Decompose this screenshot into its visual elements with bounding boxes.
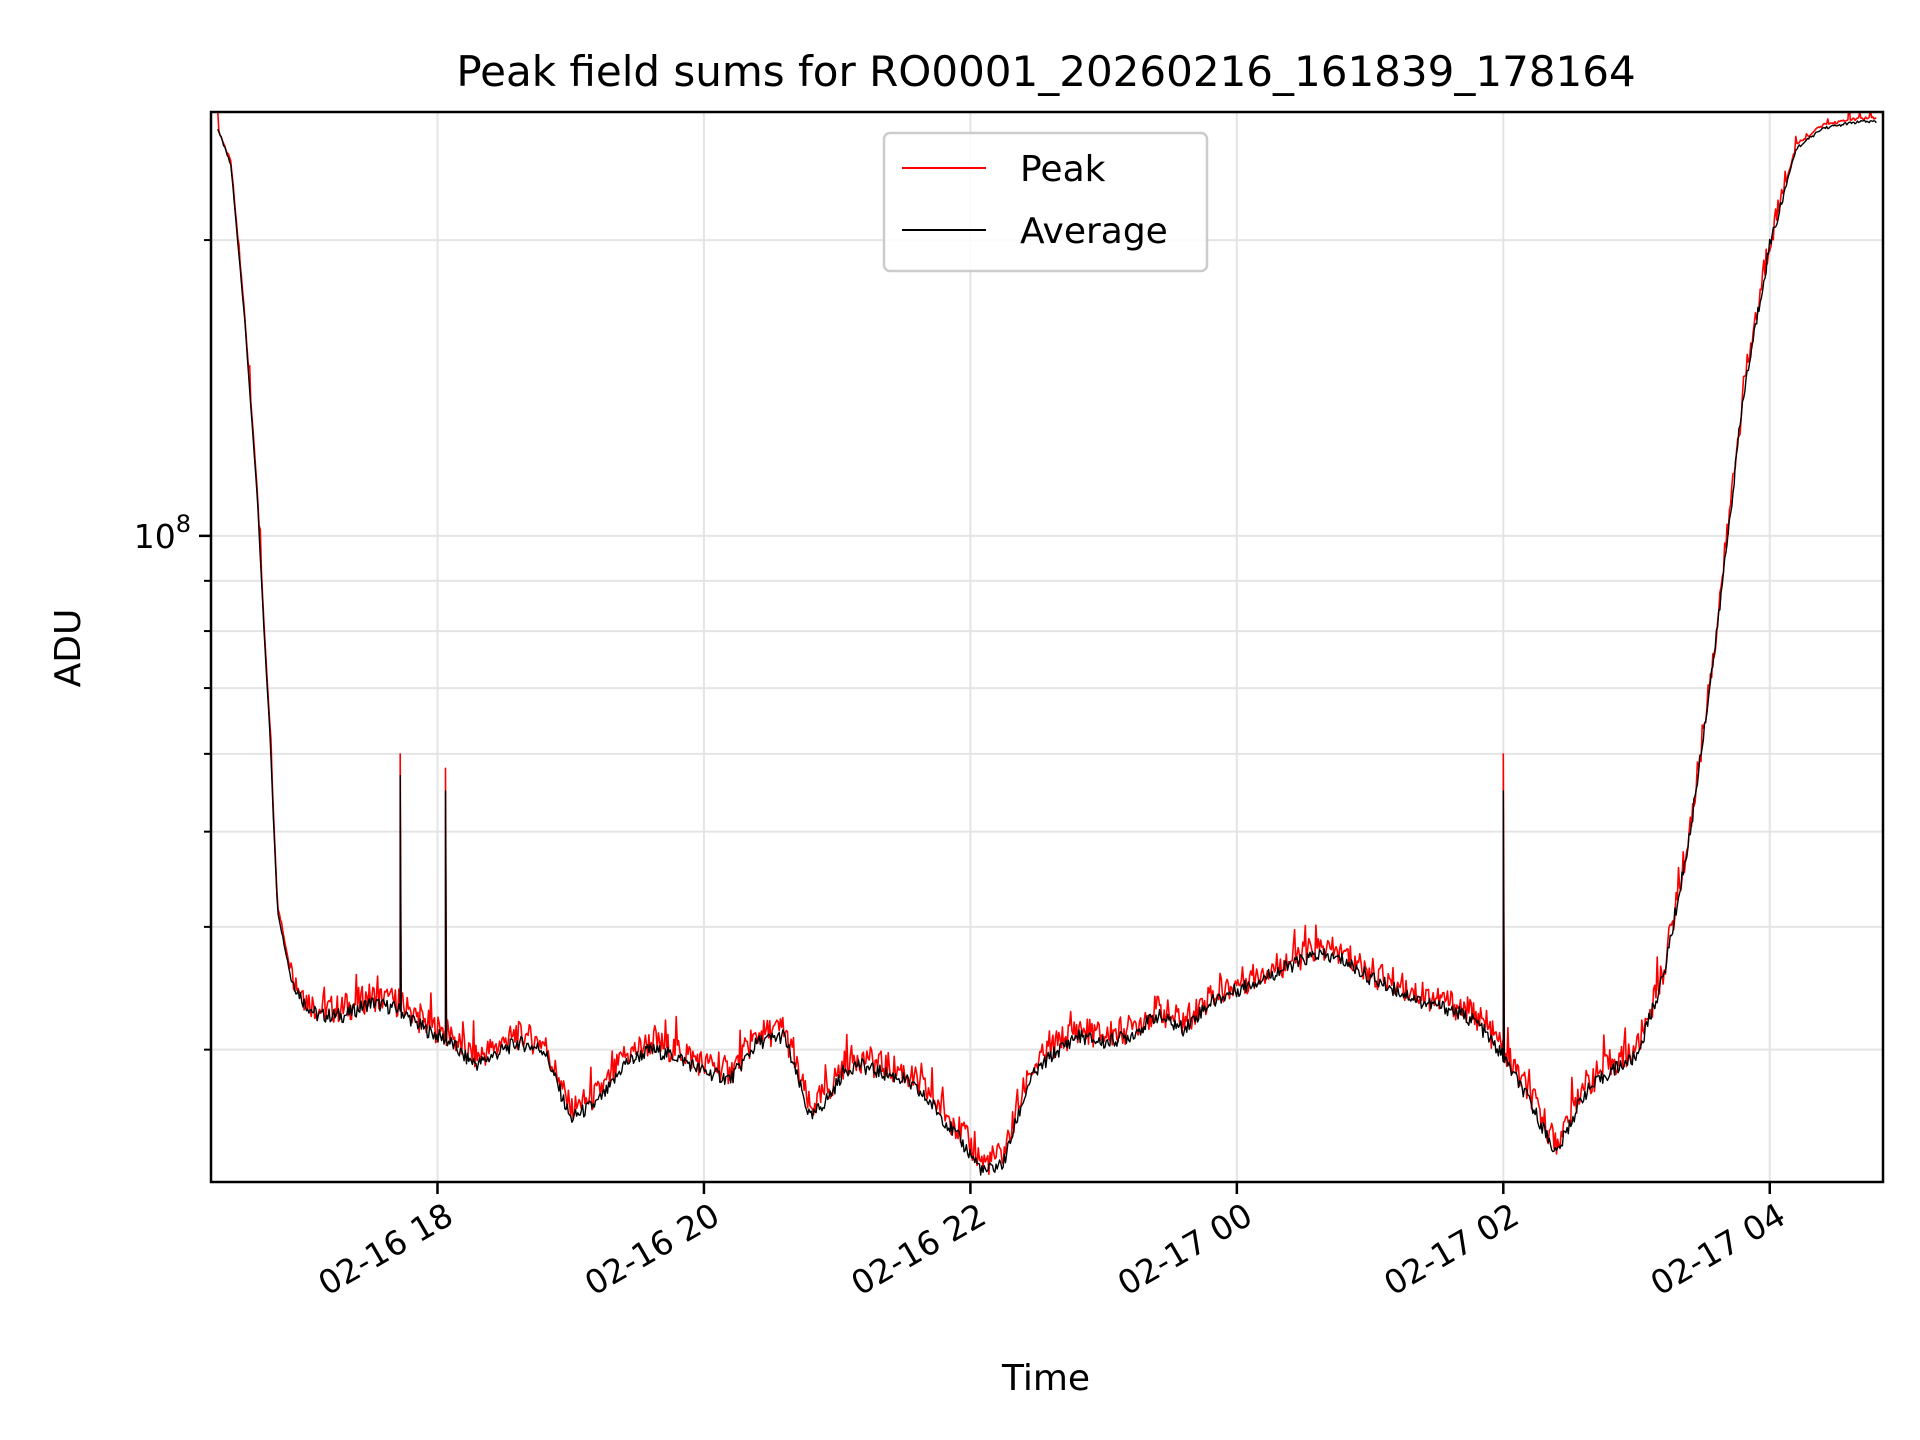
x-axis-label: Time [1001, 1358, 1090, 1399]
plot-area [217, 112, 1877, 1176]
legend: Peak Average [882, 131, 1209, 273]
legend-peak-label: Peak [1020, 149, 1106, 190]
legend-average-label: Average [1020, 211, 1168, 252]
chart-title: Peak field sums for RO0001_20260216_1618… [456, 47, 1635, 96]
y-axis: 108 [134, 239, 211, 1051]
y-axis-label: ADU [48, 609, 89, 688]
series-average-line [217, 119, 1877, 1176]
y-tick-label: 108 [134, 510, 191, 556]
plot-frame [209, 110, 1885, 1184]
